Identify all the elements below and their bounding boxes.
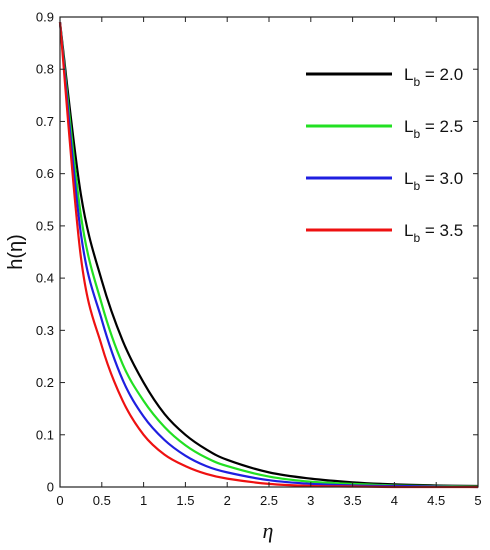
x-tick-label: 3 xyxy=(307,493,314,508)
x-tick-label: 1.5 xyxy=(176,493,194,508)
y-tick-label: 0.5 xyxy=(36,218,54,233)
x-tick-label: 4 xyxy=(391,493,398,508)
series-line-1 xyxy=(58,22,479,488)
x-tick-label: 2 xyxy=(224,493,231,508)
x-tick-label: 0.5 xyxy=(93,493,111,508)
x-tick-label: 4.5 xyxy=(427,493,445,508)
y-tick-label: 0 xyxy=(47,480,54,495)
y-tick-label: 0.2 xyxy=(36,375,54,390)
x-tick-label: 1 xyxy=(140,493,147,508)
y-tick-label: 0.3 xyxy=(36,323,54,338)
x-axis-label: η xyxy=(263,518,274,543)
y-tick-label: 0.1 xyxy=(36,427,54,442)
y-tick-label: 0.7 xyxy=(36,114,54,129)
x-tick-label: 0 xyxy=(56,493,63,508)
x-tick-label: 2.5 xyxy=(260,493,278,508)
x-tick-label: 3.5 xyxy=(344,493,362,508)
x-tick-label: 5 xyxy=(474,493,481,508)
y-tick-label: 0.4 xyxy=(36,271,54,286)
legend-label-3: Lb = 3.0 xyxy=(404,169,463,193)
y-tick-label: 0.6 xyxy=(36,166,54,181)
y-tick-label: 0.9 xyxy=(36,10,54,25)
legend-label-4: Lb = 3.5 xyxy=(404,221,463,245)
legend-label-1: Lb = 2.0 xyxy=(404,65,463,89)
y-axis-label: h(η) xyxy=(5,234,27,270)
y-tick-label: 0.8 xyxy=(36,62,54,77)
legend-label-2: Lb = 2.5 xyxy=(404,117,463,141)
series-layer xyxy=(58,22,479,489)
legend: Lb = 2.0 Lb = 2.5 Lb = 3.0 Lb = 3.5 xyxy=(306,65,463,245)
ticks-layer: 0 0.5 1 1.5 2 2.5 3 3.5 4 4.5 5 0 0.1 0.2 0.3 0.4 0.5 0.6… xyxy=(36,10,482,509)
